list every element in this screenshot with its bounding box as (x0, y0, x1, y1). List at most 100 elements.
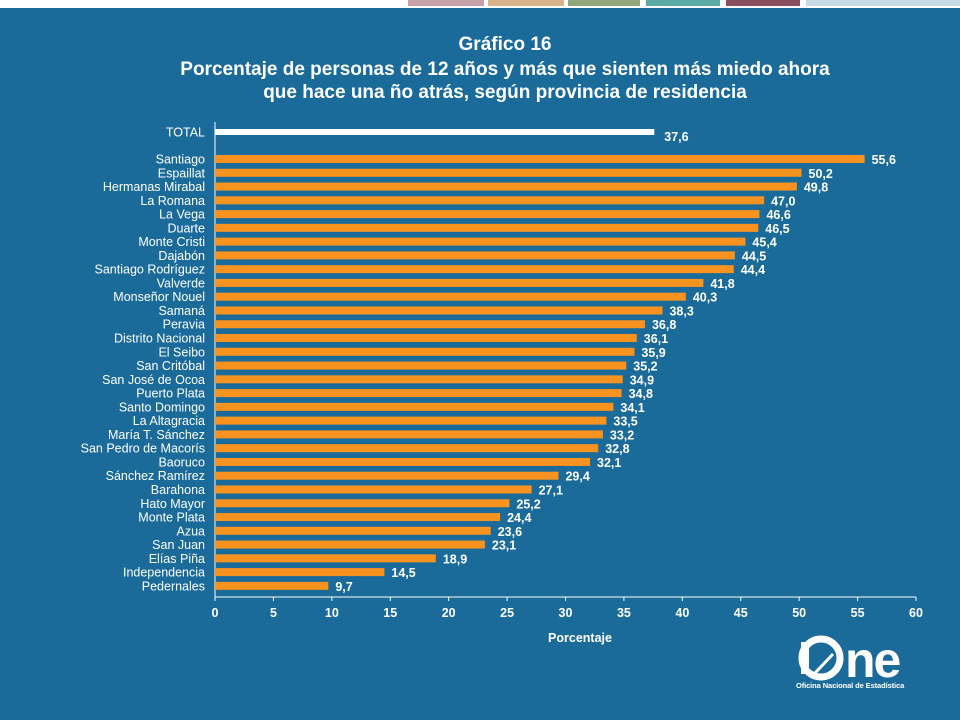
chart-title-line-2: que hace una ño atrás, según provincia d… (263, 82, 747, 103)
value-label: 47,0 (771, 194, 795, 208)
chart-title-line-1: Porcentaje de personas de 12 años y más … (180, 59, 830, 80)
x-tick-label: 40 (675, 606, 689, 620)
category-label: La Altagracia (133, 414, 205, 428)
logo-wordmark: ne (845, 633, 901, 688)
category-label: María T. Sánchez (108, 428, 205, 442)
bar (215, 513, 501, 522)
value-label: 44,4 (741, 263, 765, 277)
category-label: Sánchez Ramírez (106, 469, 205, 483)
value-label: 34,9 (630, 373, 654, 387)
bar (215, 223, 759, 232)
category-label: Santiago Rodríguez (95, 263, 206, 277)
category-label: Monseñor Nouel (113, 290, 205, 304)
bar (215, 416, 607, 425)
x-tick-label: 25 (500, 606, 514, 620)
bar (215, 210, 760, 219)
category-label: El Seibo (158, 345, 205, 359)
x-tick-label: 20 (442, 606, 456, 620)
bar (215, 306, 663, 315)
bar (215, 334, 637, 343)
top-decorative-bar (0, 0, 960, 8)
category-label: La Vega (159, 208, 205, 222)
category-label: La Romana (140, 194, 205, 208)
category-label: Valverde (157, 276, 205, 290)
bar (215, 581, 329, 590)
x-tick-label: 60 (909, 606, 923, 620)
category-label: Hato Mayor (140, 497, 205, 511)
bar (215, 320, 645, 329)
value-label: 27,1 (539, 483, 563, 497)
value-label: 46,5 (765, 222, 789, 236)
value-label: 40,3 (693, 291, 717, 305)
bar (215, 375, 623, 384)
category-label: Monte Plata (138, 511, 205, 525)
total-bar (215, 129, 655, 135)
bar (215, 237, 746, 246)
category-label: Azua (177, 524, 206, 538)
category-label: Elías Piña (149, 552, 205, 566)
bar (215, 196, 765, 205)
bar (215, 251, 735, 260)
value-label: 36,1 (644, 332, 668, 346)
category-label: Dajabón (158, 249, 205, 263)
value-label: 32,8 (605, 442, 629, 456)
bar (215, 526, 491, 535)
zero-slash-icon (798, 635, 844, 681)
x-tick-label: 50 (792, 606, 806, 620)
category-label: San Critóbal (136, 359, 205, 373)
x-tick-label: 10 (325, 606, 339, 620)
top-color-block (408, 0, 484, 6)
top-color-block (646, 0, 720, 6)
bar (215, 389, 622, 398)
top-color-block (726, 0, 800, 6)
value-label: 34,1 (620, 401, 644, 415)
x-tick-label: 0 (212, 606, 219, 620)
value-label: 33,5 (613, 415, 637, 429)
value-label: 32,1 (597, 456, 621, 470)
bar (215, 485, 532, 494)
value-label: 24,4 (507, 511, 531, 525)
value-label: 29,4 (565, 470, 589, 484)
chart-number: Gráfico 16 (458, 34, 552, 55)
bar (215, 471, 559, 480)
category-label: Duarte (167, 221, 205, 235)
value-label: 25,2 (516, 497, 540, 511)
category-label: Independencia (123, 566, 205, 580)
bar (215, 265, 734, 274)
bar (215, 457, 591, 466)
bar (215, 278, 704, 287)
x-tick-label: 5 (270, 606, 277, 620)
bar (215, 430, 603, 439)
value-label: 35,9 (641, 346, 665, 360)
bar (215, 540, 485, 549)
logo-subtitle: Oficina Nacional de Estadística (796, 681, 905, 690)
bar (215, 347, 635, 356)
value-label: 35,2 (633, 360, 657, 374)
top-color-block (568, 0, 640, 6)
bar (215, 499, 510, 508)
value-label: 23,6 (498, 525, 522, 539)
value-label: 33,2 (610, 428, 634, 442)
category-label: Baoruco (158, 455, 205, 469)
value-label: 50,2 (809, 167, 833, 181)
category-label: San Pedro de Macorís (81, 442, 205, 456)
total-value-label: 37,6 (664, 130, 688, 144)
category-label: Samaná (158, 304, 205, 318)
category-label: Peravia (163, 318, 205, 332)
value-label: 9,7 (335, 580, 352, 594)
category-label: Hermanas Mirabal (103, 180, 205, 194)
top-color-block (488, 0, 564, 6)
category-label: Pedernales (142, 579, 205, 593)
bar (215, 182, 797, 191)
value-label: 34,8 (629, 387, 653, 401)
value-label: 38,3 (669, 304, 693, 318)
total-category-label: TOTAL (166, 126, 205, 140)
value-label: 41,8 (710, 277, 734, 291)
bar (215, 361, 627, 370)
category-label: Santo Domingo (119, 400, 205, 414)
value-label: 36,8 (652, 318, 676, 332)
value-label: 55,6 (872, 153, 896, 167)
bar (215, 168, 802, 177)
category-label: Puerto Plata (136, 387, 205, 401)
